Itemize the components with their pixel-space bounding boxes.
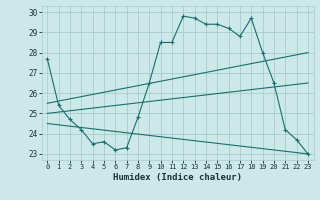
X-axis label: Humidex (Indice chaleur): Humidex (Indice chaleur) — [113, 173, 242, 182]
